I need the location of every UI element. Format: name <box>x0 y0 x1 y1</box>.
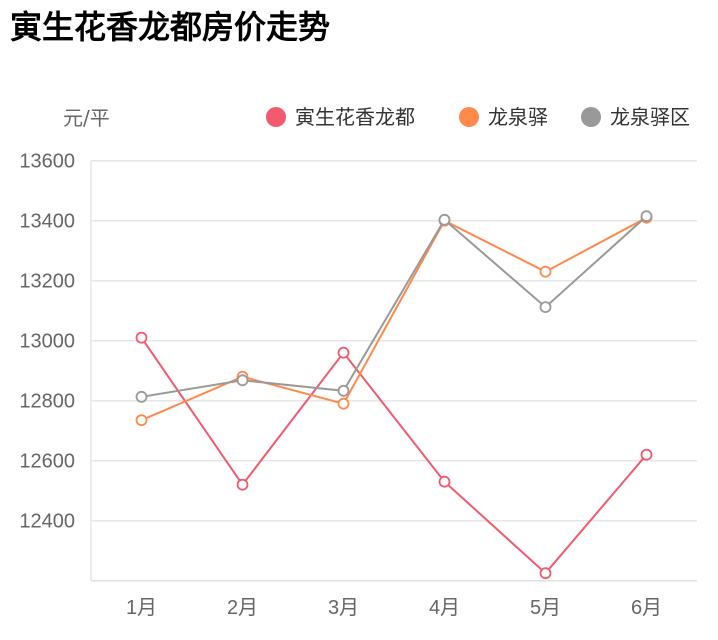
data-point <box>438 475 451 488</box>
data-point <box>135 414 148 427</box>
x-tick-label: 6月 <box>631 597 662 619</box>
data-point <box>236 374 249 387</box>
data-point <box>539 567 552 580</box>
x-tick-label: 5月 <box>530 597 561 619</box>
series-line <box>141 216 647 422</box>
legend-label: 龙泉驿区 <box>610 105 690 129</box>
data-point <box>337 397 350 410</box>
x-tick-label: 2月 <box>227 597 258 619</box>
data-point <box>337 346 350 359</box>
x-tick-label: 4月 <box>429 597 460 619</box>
y-tick-label: 13000 <box>19 331 75 353</box>
y-tick-label: 12800 <box>19 391 75 413</box>
data-point <box>135 331 148 344</box>
data-point <box>640 448 653 461</box>
data-point <box>539 301 552 314</box>
y-tick-label: 13600 <box>19 151 75 173</box>
y-tick-label: 12400 <box>19 511 75 533</box>
y-axis-unit: 元/平 <box>63 106 110 130</box>
legend-label: 寅生花香龙都 <box>295 105 415 129</box>
y-tick-label: 12600 <box>19 451 75 473</box>
legend-label: 龙泉驿 <box>488 105 548 129</box>
series-line <box>140 337 648 575</box>
chart-title: 寅生花香龙都房价走势 <box>10 8 330 46</box>
legend-marker <box>459 107 479 127</box>
data-point <box>135 390 148 403</box>
data-point <box>337 384 350 397</box>
data-point <box>640 210 653 223</box>
legend-marker <box>581 107 601 127</box>
data-point <box>236 478 249 491</box>
data-point <box>438 213 451 226</box>
x-tick-label: 1月 <box>126 597 157 619</box>
series-line <box>141 215 648 398</box>
x-tick-label: 3月 <box>328 597 359 619</box>
data-point <box>539 265 552 278</box>
y-tick-label: 13200 <box>19 271 75 293</box>
legend-marker <box>266 107 286 127</box>
y-tick-label: 13400 <box>19 211 75 233</box>
